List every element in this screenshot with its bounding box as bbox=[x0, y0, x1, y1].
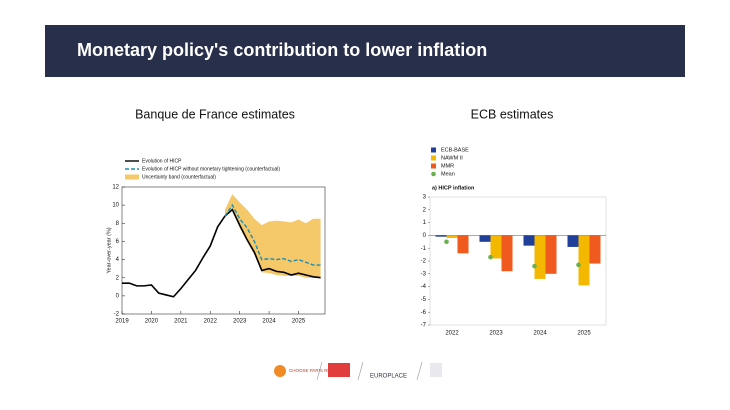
x-tick-label: 2019 bbox=[115, 319, 129, 325]
y-tick-label: -4 bbox=[421, 284, 427, 290]
y-tick-label: -3 bbox=[421, 271, 427, 277]
legend-label: ECB-BASE bbox=[441, 147, 469, 153]
y-tick-label: -2 bbox=[421, 259, 427, 265]
legend-swatch bbox=[431, 163, 436, 169]
separator bbox=[316, 361, 323, 381]
logo-icon bbox=[328, 363, 350, 377]
mean-dot bbox=[444, 239, 449, 245]
x-tick-label: 2023 bbox=[489, 331, 503, 337]
y-tick-label: -5 bbox=[421, 297, 427, 303]
mean-dot bbox=[576, 262, 581, 268]
chart-title: ECB estimates bbox=[471, 107, 554, 121]
legend-label: Evolution of HICP bbox=[142, 158, 182, 164]
slide-title: Monetary policy's contribution to lower … bbox=[77, 40, 487, 60]
legend-swatch bbox=[125, 174, 139, 180]
mean-dot bbox=[532, 263, 537, 269]
chart-title: Banque de France estimates bbox=[135, 107, 295, 121]
bar bbox=[567, 235, 579, 247]
bar bbox=[479, 235, 491, 242]
y-tick-label: 10 bbox=[112, 203, 119, 209]
legend-swatch bbox=[431, 171, 436, 177]
bar bbox=[534, 235, 546, 279]
plot-frame bbox=[121, 186, 326, 315]
logo-icon bbox=[430, 363, 442, 377]
x-tick-label: 2025 bbox=[292, 319, 306, 325]
y-tick-label: 4 bbox=[116, 257, 120, 263]
y-tick-label: 8 bbox=[116, 221, 120, 227]
bar bbox=[457, 235, 469, 254]
series-line bbox=[224, 203, 321, 266]
mean-dot bbox=[488, 254, 493, 260]
y-tick-label: 1 bbox=[423, 220, 427, 226]
y-tick-label: 3 bbox=[423, 195, 427, 201]
logo-text: EUROPLACE bbox=[370, 374, 407, 380]
logos: CHOOSE PARIS REGION EUROPLACE bbox=[274, 361, 442, 381]
y-axis-label: Year-over-year (%) bbox=[106, 227, 112, 273]
uncertainty-band bbox=[224, 194, 321, 278]
bar bbox=[578, 235, 590, 286]
chart-subtitle: a) HICP inflation bbox=[432, 185, 475, 191]
legend-label: NAWM II bbox=[441, 155, 463, 161]
header-bar bbox=[45, 25, 685, 77]
bar bbox=[446, 235, 458, 238]
bar bbox=[490, 235, 502, 259]
y-tick-label: 12 bbox=[112, 185, 119, 191]
y-tick-label: -2 bbox=[114, 312, 120, 318]
logo-icon bbox=[274, 365, 286, 377]
legend-swatch bbox=[431, 147, 436, 153]
separator bbox=[357, 361, 364, 381]
y-tick-label: 2 bbox=[116, 275, 120, 281]
separator bbox=[416, 361, 423, 381]
y-tick-label: -6 bbox=[421, 310, 427, 316]
legend-label: MMR bbox=[441, 163, 454, 169]
bar bbox=[545, 235, 557, 274]
legend-label: Uncertainty band (counterfactual) bbox=[142, 174, 216, 180]
legend-label: Mean bbox=[441, 171, 455, 177]
x-tick-label: 2023 bbox=[233, 319, 247, 325]
bar bbox=[501, 235, 513, 272]
x-tick-label: 2024 bbox=[262, 319, 276, 325]
bar bbox=[523, 235, 535, 246]
y-tick-label: 0 bbox=[423, 233, 427, 239]
x-tick-label: 2021 bbox=[174, 319, 188, 325]
x-tick-label: 2022 bbox=[204, 319, 218, 325]
bar bbox=[435, 235, 447, 237]
bar bbox=[589, 235, 601, 264]
x-tick-label: 2020 bbox=[145, 319, 159, 325]
x-tick-label: 2022 bbox=[445, 331, 459, 337]
x-tick-label: 2025 bbox=[577, 331, 591, 337]
y-tick-label: 0 bbox=[116, 293, 120, 299]
legend-label: Evolution of HICP without monetary tight… bbox=[142, 166, 280, 172]
y-tick-label: 2 bbox=[423, 207, 427, 213]
series-line bbox=[122, 208, 321, 298]
x-tick-label: 2024 bbox=[533, 331, 547, 337]
legend-swatch bbox=[431, 155, 436, 161]
logo-text: CHOOSE PARIS REGION bbox=[289, 368, 342, 373]
y-tick-label: -7 bbox=[421, 323, 427, 329]
y-tick-label: -1 bbox=[421, 246, 427, 252]
y-tick-label: 6 bbox=[116, 239, 120, 245]
